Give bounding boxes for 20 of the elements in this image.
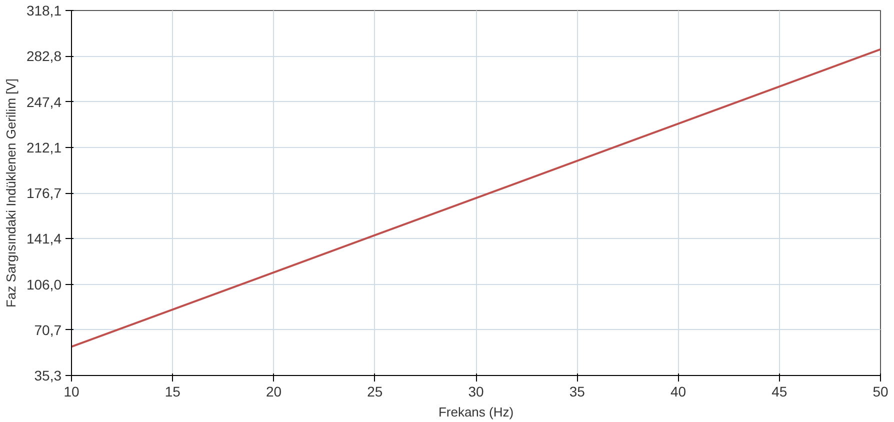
x-tick-label: 25	[367, 384, 383, 400]
y-tick-label: 106,0	[26, 276, 62, 292]
x-tick-label: 20	[266, 384, 282, 400]
x-tick-label: 45	[772, 384, 788, 400]
y-tick-label: 176,7	[26, 185, 62, 201]
y-tick-label: 141,4	[26, 230, 62, 247]
x-tick-label: 10	[64, 384, 80, 400]
y-axis-title: Faz Sargısındaki Indüklenen Gerilim [V]	[3, 78, 18, 308]
x-axis-title: Frekans (Hz)	[438, 404, 514, 420]
y-tick-label: 212,1	[26, 139, 62, 156]
x-tick-label: 50	[872, 384, 888, 400]
y-tick-label: 35,3	[34, 368, 62, 384]
x-tick-label: 30	[468, 384, 484, 400]
y-tick-label: 247,4	[26, 94, 62, 110]
y-tick-label: 282,8	[26, 48, 62, 64]
x-tick-label: 40	[670, 384, 686, 400]
x-tick-label: 15	[164, 384, 181, 400]
x-tick-label: 35	[569, 384, 586, 400]
y-tick-label: 318,1	[26, 2, 62, 18]
y-tick-label: 70,7	[34, 322, 62, 338]
